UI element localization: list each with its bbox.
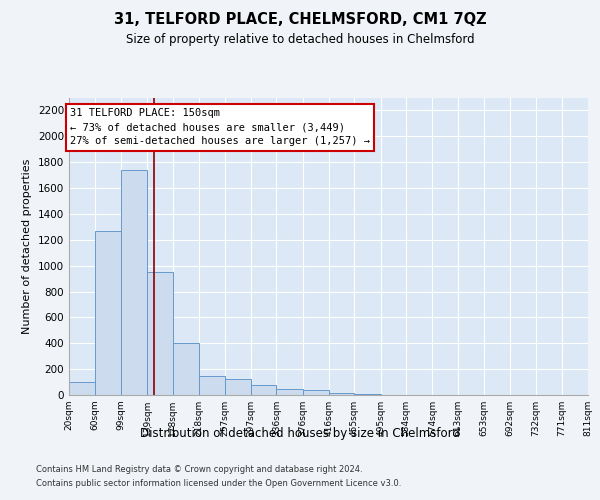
Bar — [199, 376, 224, 395]
Bar — [95, 230, 121, 395]
Y-axis label: Number of detached properties: Number of detached properties — [22, 158, 32, 334]
Text: Size of property relative to detached houses in Chelmsford: Size of property relative to detached ho… — [125, 32, 475, 46]
Bar — [251, 384, 277, 395]
Bar — [224, 379, 251, 395]
Bar — [69, 382, 95, 395]
Bar — [355, 394, 380, 395]
Bar — [329, 393, 355, 395]
Text: Contains HM Land Registry data © Crown copyright and database right 2024.: Contains HM Land Registry data © Crown c… — [36, 466, 362, 474]
Bar — [121, 170, 147, 395]
Text: 31 TELFORD PLACE: 150sqm
← 73% of detached houses are smaller (3,449)
27% of sem: 31 TELFORD PLACE: 150sqm ← 73% of detach… — [70, 108, 370, 146]
Bar — [173, 344, 199, 395]
Bar — [147, 272, 173, 395]
Text: Distribution of detached houses by size in Chelmsford: Distribution of detached houses by size … — [140, 428, 460, 440]
Bar — [277, 388, 302, 395]
Bar — [302, 390, 329, 395]
Text: Contains public sector information licensed under the Open Government Licence v3: Contains public sector information licen… — [36, 479, 401, 488]
Text: 31, TELFORD PLACE, CHELMSFORD, CM1 7QZ: 31, TELFORD PLACE, CHELMSFORD, CM1 7QZ — [113, 12, 487, 28]
